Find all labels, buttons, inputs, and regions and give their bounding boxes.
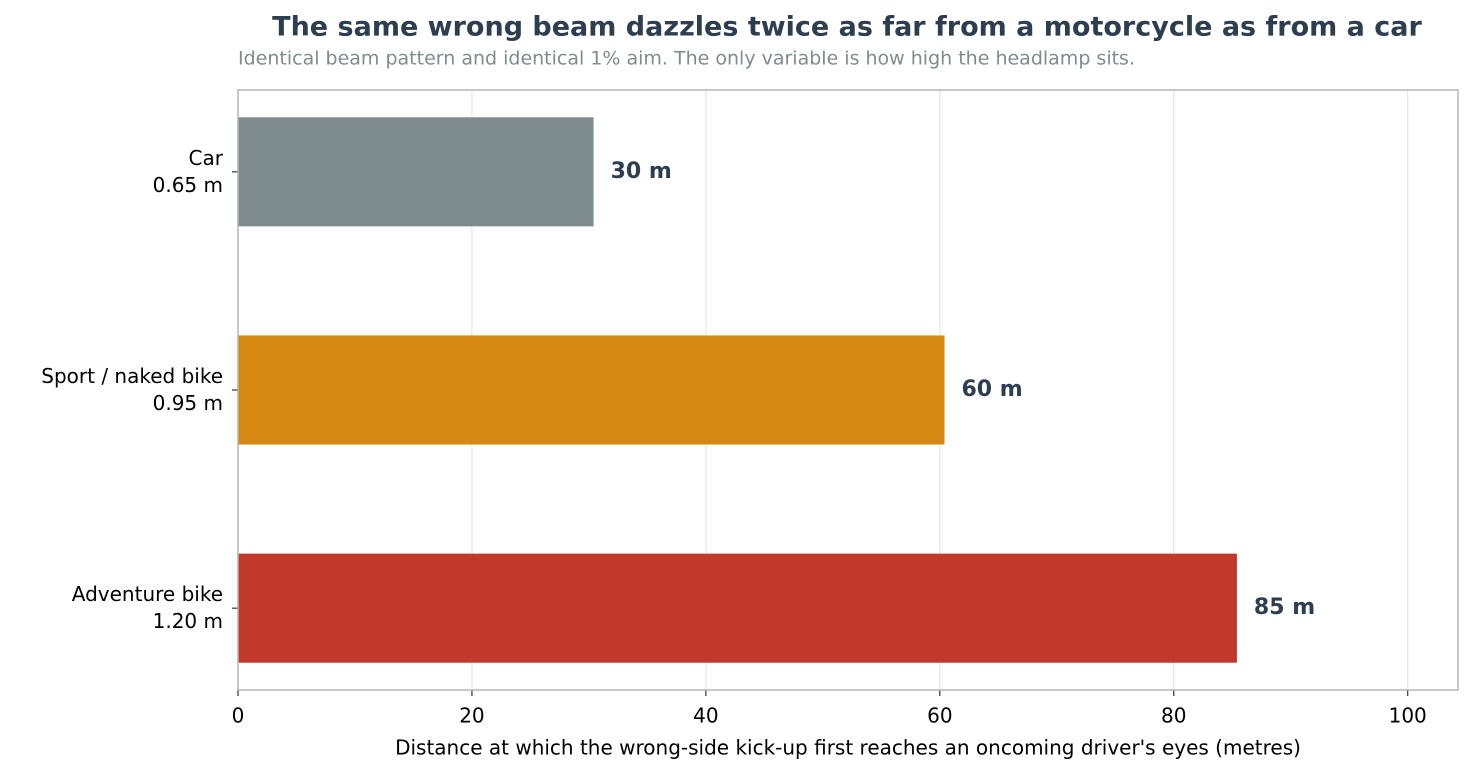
- x-tick-label: 20: [459, 704, 484, 728]
- x-tick-label: 40: [693, 704, 718, 728]
- x-tick-label: 0: [232, 704, 245, 728]
- y-tick-label: Car 0.65 m: [152, 145, 223, 197]
- plot-frame: [237, 89, 1459, 691]
- x-tick-label: 100: [1389, 704, 1427, 728]
- x-tick-label: 80: [1161, 704, 1186, 728]
- bar: [238, 335, 945, 445]
- value-label: 85 m: [1254, 595, 1315, 620]
- x-axis-label: Distance at which the wrong-side kick-up…: [395, 736, 1301, 760]
- bar: [238, 117, 594, 227]
- y-tick-label: Adventure bike 1.20 m: [71, 582, 223, 634]
- value-label: 60 m: [962, 377, 1023, 402]
- value-label: 30 m: [611, 159, 672, 184]
- chart-subtitle: Identical beam pattern and identical 1% …: [238, 48, 1135, 70]
- chart-title: The same wrong beam dazzles twice as far…: [272, 12, 1422, 43]
- bar: [238, 553, 1237, 663]
- y-tick-label: Sport / naked bike 0.95 m: [41, 364, 223, 415]
- x-tick-label: 60: [927, 704, 952, 728]
